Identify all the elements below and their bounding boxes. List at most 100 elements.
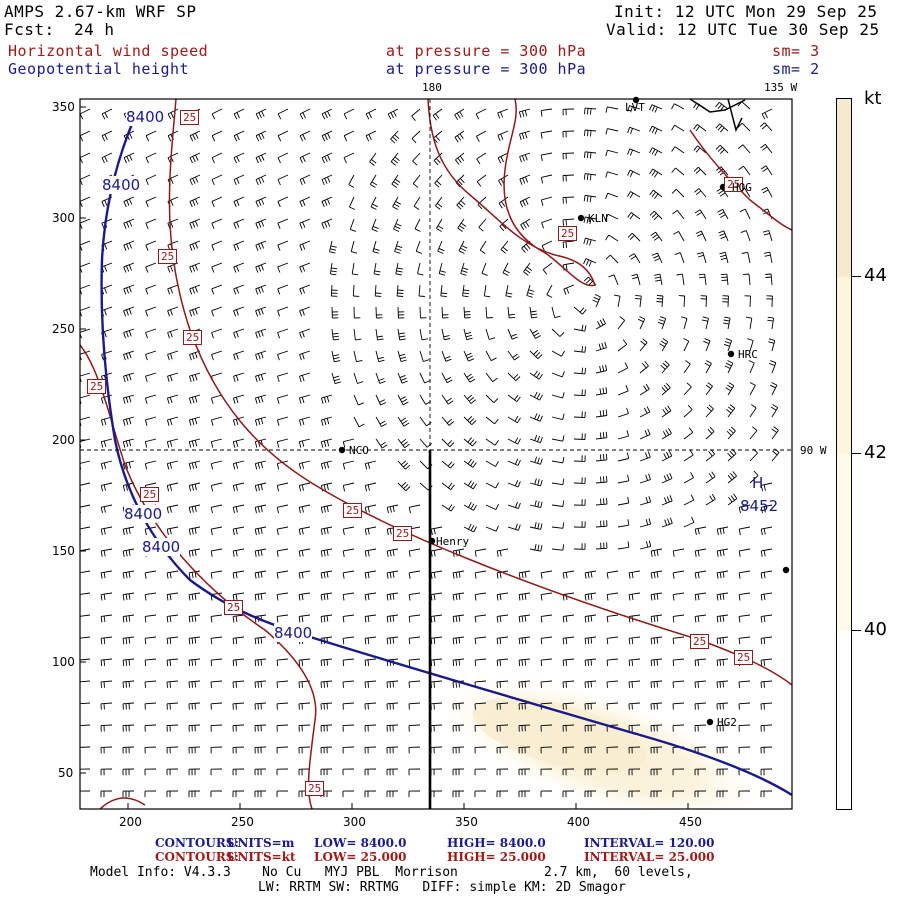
- wind-barb: [298, 724, 311, 732]
- wind-barb: [562, 240, 575, 249]
- wind-barb: [683, 472, 694, 484]
- wind-barb: [694, 548, 707, 557]
- wind-barb: [321, 130, 333, 142]
- wind-barb: [211, 262, 223, 273]
- wind-barb: [277, 262, 289, 273]
- station-dot-hrc: [727, 350, 735, 358]
- wind-barb: [255, 306, 267, 317]
- wind-barb: [277, 306, 289, 317]
- wind-barb: [463, 328, 473, 341]
- wind-barb: [397, 460, 411, 470]
- wind-barb: [562, 130, 575, 138]
- wind-barb: [584, 724, 597, 732]
- wind-barb: [277, 174, 289, 186]
- wind-barb: [392, 196, 402, 210]
- wind-barb: [518, 702, 531, 710]
- wind-barb: [562, 790, 575, 798]
- wind-barb: [518, 746, 531, 754]
- wind-barb: [144, 570, 157, 579]
- wind-barb: [320, 416, 333, 426]
- wind-barb: [210, 394, 223, 404]
- wind-barb: [167, 284, 179, 295]
- wind-barb: [408, 702, 421, 710]
- wind-barb: [474, 570, 487, 579]
- wind-barb: [276, 768, 289, 776]
- wind-barb: [364, 548, 377, 557]
- init-time: Init: 12 UTC Mon 29 Sep 25: [614, 2, 878, 21]
- wind-barb: [671, 146, 685, 154]
- wind-barb: [573, 411, 586, 419]
- wind-barb: [254, 636, 267, 645]
- x-tick-label: 400: [567, 815, 590, 829]
- x-tick-label: 350: [455, 815, 478, 829]
- wind-barb: [320, 592, 333, 601]
- wind-barb: [145, 218, 157, 229]
- wind-barb: [476, 174, 487, 187]
- wind-barb: [254, 394, 267, 404]
- wind-barb: [760, 548, 773, 557]
- wind-barb: [452, 790, 465, 798]
- wind-barb: [145, 372, 157, 383]
- wind-barb: [694, 790, 707, 798]
- wind-barb: [749, 404, 757, 418]
- wind-barb: [584, 570, 597, 579]
- wind-barb: [100, 592, 113, 601]
- wind-barb: [350, 240, 358, 254]
- wind-barb: [80, 174, 91, 186]
- wind-barb: [342, 570, 355, 579]
- wind-barb: [364, 702, 377, 710]
- wind-barb: [375, 306, 383, 319]
- wind-barb: [144, 658, 157, 667]
- wind-barb: [485, 503, 499, 511]
- wind-barb: [408, 680, 421, 688]
- wind-barb: [166, 460, 179, 470]
- wind-barb: [411, 108, 421, 121]
- wind-barb: [562, 152, 575, 160]
- wind-barb: [233, 262, 245, 273]
- wind-barb: [441, 306, 449, 319]
- wind-barb: [167, 350, 179, 361]
- wind-barb: [485, 416, 499, 425]
- wind-barb: [672, 570, 685, 579]
- wind-barb: [627, 169, 641, 178]
- wind-barb: [255, 152, 267, 164]
- wind-barb: [254, 460, 267, 470]
- wind-barb: [441, 350, 452, 362]
- wind-barb: [519, 196, 531, 208]
- wind-barb: [321, 108, 333, 120]
- wind-barb: [100, 460, 113, 470]
- wind-barb: [188, 658, 201, 667]
- wind-barb: [529, 478, 543, 487]
- wind-barb: [452, 658, 465, 667]
- wind-barb: [276, 702, 289, 710]
- footer-physics-info: LW: RRTM SW: RRTMG DIFF: simple KM: 2D S…: [258, 880, 626, 895]
- station-dot-nco: [338, 446, 346, 454]
- wind-barb: [321, 196, 333, 208]
- wind-barb: [584, 790, 597, 798]
- wind-barb: [298, 746, 311, 754]
- wind-barb: [650, 592, 663, 601]
- wind-barb: [348, 174, 355, 188]
- wind-barb: [320, 658, 333, 667]
- footer-contour2-units: UNITS=kt: [227, 850, 296, 864]
- wind-barb: [740, 230, 751, 242]
- wind-barb: [584, 702, 597, 710]
- wind-barb: [767, 316, 775, 330]
- wind-barb: [705, 471, 716, 484]
- wind-barb: [716, 790, 729, 798]
- wind-barb: [386, 504, 399, 514]
- wind-barb: [123, 306, 135, 317]
- wind-barb: [496, 548, 509, 557]
- wind-barb: [418, 284, 425, 297]
- wind-barb: [80, 768, 91, 770]
- wind-barb: [122, 438, 135, 448]
- wind-barb: [232, 526, 245, 536]
- wind-barb: [628, 636, 641, 645]
- wind-barb: [298, 416, 311, 426]
- wind-barb: [342, 636, 355, 645]
- wind-barb: [700, 295, 708, 308]
- wind-barb: [639, 518, 652, 528]
- footer-contour1-low: LOW= 8400.0: [314, 836, 407, 850]
- wind-barb: [342, 790, 355, 798]
- wind-barb: [188, 548, 201, 557]
